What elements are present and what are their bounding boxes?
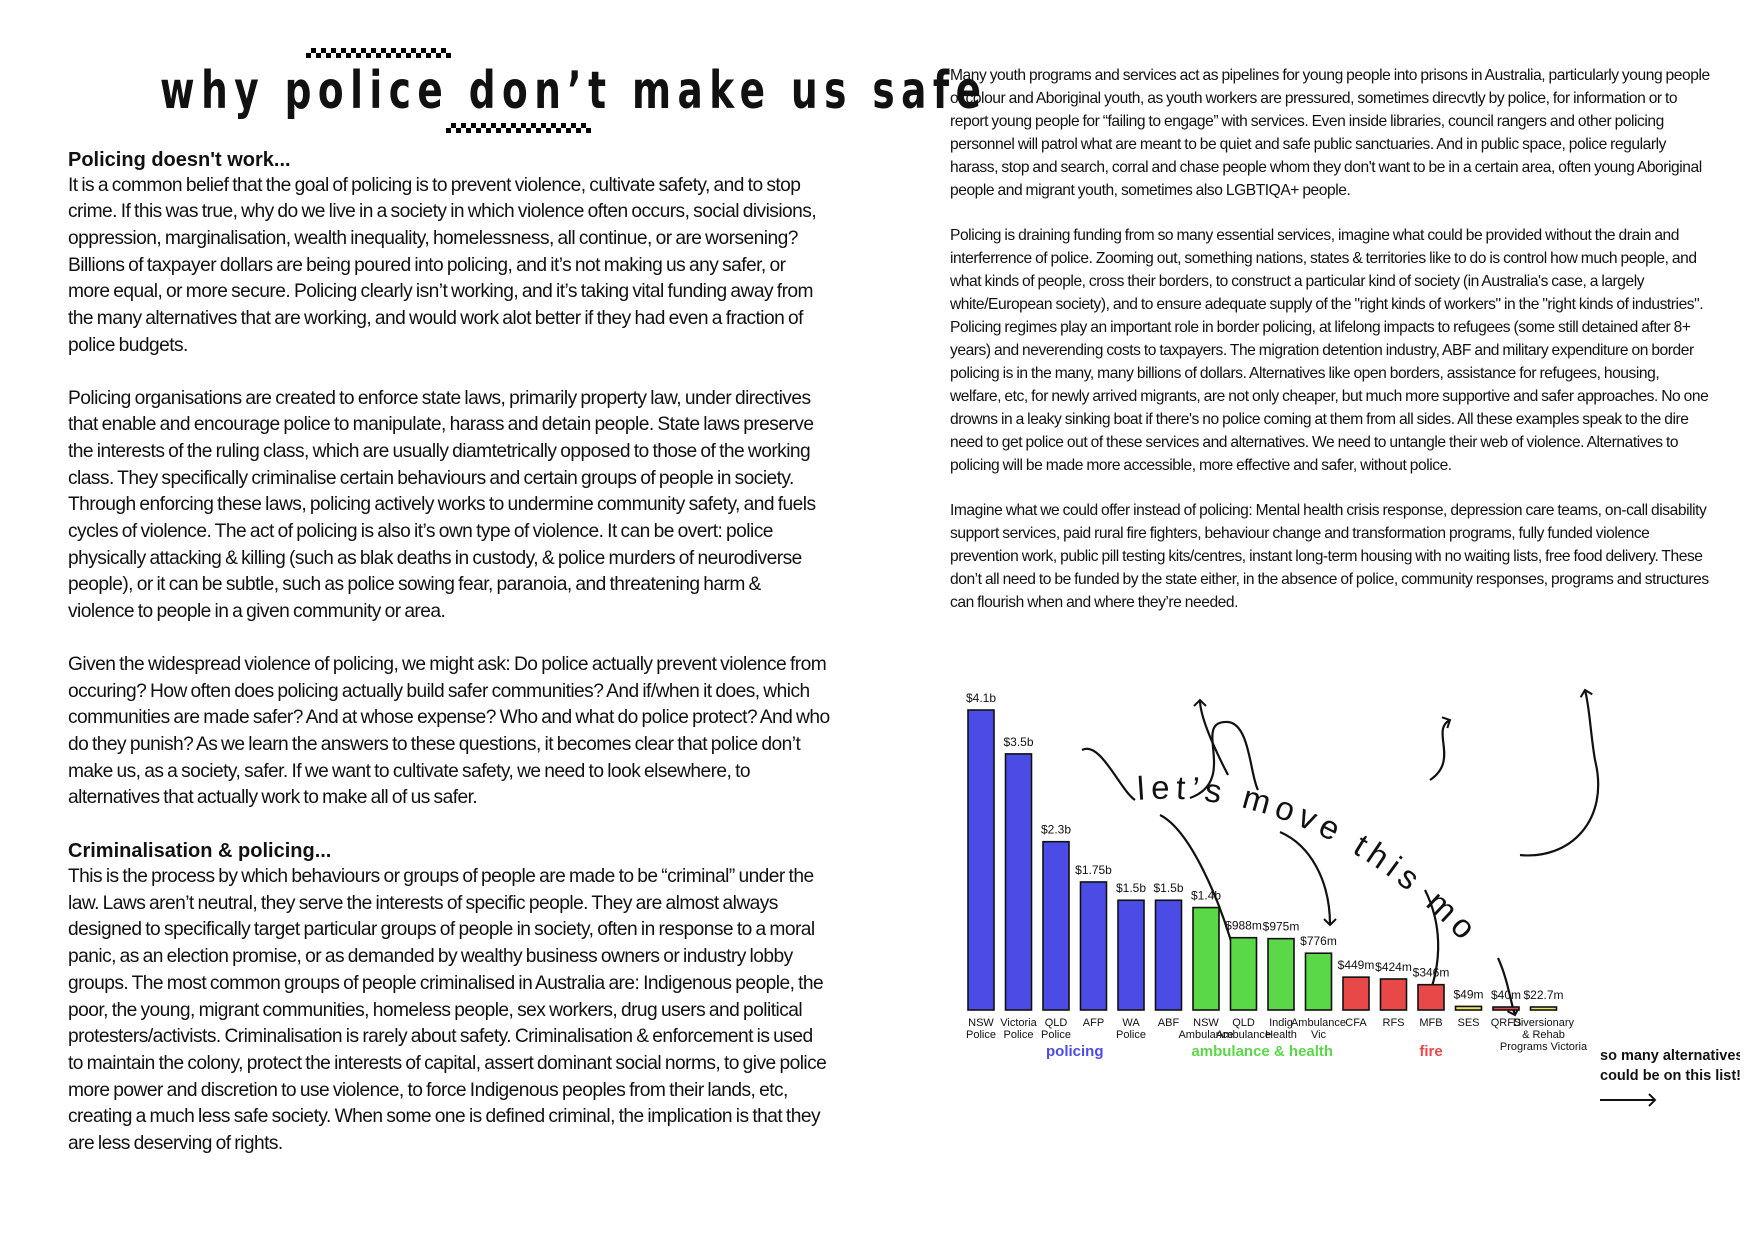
bar-category-label: MFB: [1419, 1017, 1442, 1029]
bars: [967, 709, 1558, 1011]
paragraph-youth-programs: Many youth programs and services act as …: [950, 67, 1710, 199]
bar: [1229, 936, 1258, 1011]
group-label-fire: fire: [1419, 1043, 1442, 1060]
page-title: why police don’t make us safe: [160, 61, 988, 121]
section-prevent-violence: Given the widespread violence of policin…: [68, 652, 830, 812]
bar-category-label: Indig Health: [1265, 1017, 1297, 1041]
bar: [1192, 906, 1220, 1011]
bar: [1079, 881, 1108, 1011]
bar-chart-svg: $4.1b $3.5b $2.3b $1.75b $1.5b $1.5b $1.4b $988…: [938, 650, 1743, 1107]
bar-value-label: $988m: [1225, 919, 1262, 933]
bar-category-label: NSW Police: [966, 1017, 996, 1041]
bar-value-label: $1.5b: [1153, 881, 1183, 895]
bar-category-label: Ambulance Vic: [1291, 1017, 1346, 1041]
paragraph-draining-funding: Policing is draining funding from so man…: [950, 227, 1709, 474]
group-label-policing: policing: [1046, 1043, 1104, 1060]
paragraph: This is the process by which behaviours …: [68, 866, 827, 1155]
bar: [1417, 983, 1445, 1011]
bar: [1154, 899, 1183, 1011]
bar-value-label: $22.7m: [1523, 988, 1563, 1002]
budget-chart: $4.1b $3.5b $2.3b $1.75b $1.5b $1.5b $1.4b $988…: [938, 650, 1743, 1200]
bar-category-label: WA Police: [1116, 1017, 1146, 1041]
bar-value-label: $975m: [1263, 920, 1300, 934]
bar-category-label: Diversionary & Rehab Programs Victoria: [1500, 1017, 1588, 1053]
bar: [967, 709, 995, 1011]
bar: [1342, 976, 1370, 1011]
value-labels: $4.1b $3.5b $2.3b $1.75b $1.5b $1.5b $1.4b $988…: [966, 691, 1564, 1002]
bar: [1454, 1005, 1483, 1011]
section-heading: Policing doesn't work...: [68, 148, 291, 171]
bar-category-label: QLD Ambulance: [1216, 1017, 1271, 1041]
bar-category-label: RFS: [1383, 1017, 1405, 1029]
bar-value-label: $40m: [1491, 988, 1521, 1002]
section-policing-doesnt-work: Policing doesn't work... It is a common …: [68, 147, 830, 360]
bar-category-label: AFP: [1083, 1017, 1104, 1029]
left-column: why police don’t make us safe Policing d…: [68, 48, 981, 1158]
bar-value-label: $1.5b: [1116, 881, 1146, 895]
group-labels: policing ambulance & health fire: [1046, 1043, 1443, 1060]
bar: [1379, 978, 1408, 1011]
bar: [1304, 952, 1333, 1011]
bar: [1117, 899, 1145, 1011]
paragraph: Given the widespread violence of policin…: [68, 653, 830, 809]
bar-category-label: NSW Ambulance: [1178, 1017, 1233, 1041]
bar-value-label: $1.75b: [1075, 863, 1112, 877]
section-criminalisation: Criminalisation & policing... This is th…: [68, 838, 830, 1158]
bar-value-label: $4.1b: [966, 691, 996, 705]
bar-value-label: $424m: [1375, 960, 1412, 974]
side-note-line1: so many alternatives: [1600, 1048, 1740, 1064]
bar-value-label: $776m: [1300, 934, 1337, 948]
bar-category-label: Victoria Police: [1000, 1017, 1037, 1041]
title-block: why police don’t make us safe: [48, 48, 988, 133]
bar: [1267, 937, 1295, 1011]
checker-decoration-top: [305, 48, 451, 58]
bar: [1042, 840, 1070, 1011]
bar-category-label: ABF: [1158, 1017, 1180, 1029]
bar: [1004, 753, 1033, 1011]
checker-decoration-bottom: [445, 122, 591, 133]
group-label-ambulance: ambulance & health: [1191, 1043, 1333, 1060]
annotation-arrows: [1081, 688, 1657, 1107]
bar-category-label: CFA: [1345, 1017, 1367, 1029]
bar-value-label: $49m: [1453, 987, 1483, 1001]
bar: [1529, 1006, 1558, 1011]
bar-value-label: $3.5b: [1003, 735, 1033, 749]
paragraph: It is a common belief that the goal of p…: [68, 174, 817, 356]
paragraph-imagine-alternatives: Imagine what we could offer instead of p…: [950, 502, 1709, 611]
bar-value-label: $449m: [1338, 958, 1375, 972]
bar: [1492, 1006, 1520, 1011]
paragraph: Policing organisations are created to en…: [68, 387, 816, 623]
bar-value-label: $2.3b: [1041, 823, 1071, 837]
right-column: Many youth programs and services act as …: [950, 64, 1710, 636]
bar-value-label: $346m: [1413, 966, 1450, 980]
side-note-line2: could be on this list!: [1600, 1068, 1740, 1084]
bar-category-label: SES: [1457, 1017, 1479, 1029]
bar-category-label: QRFS: [1491, 1017, 1522, 1029]
bar-category-label: QLD Police: [1041, 1017, 1071, 1041]
bar-value-label: $1.4b: [1191, 889, 1221, 903]
section-heading: Criminalisation & policing...: [68, 840, 332, 863]
section-enforce-state-laws: Policing organisations are created to en…: [68, 386, 830, 626]
